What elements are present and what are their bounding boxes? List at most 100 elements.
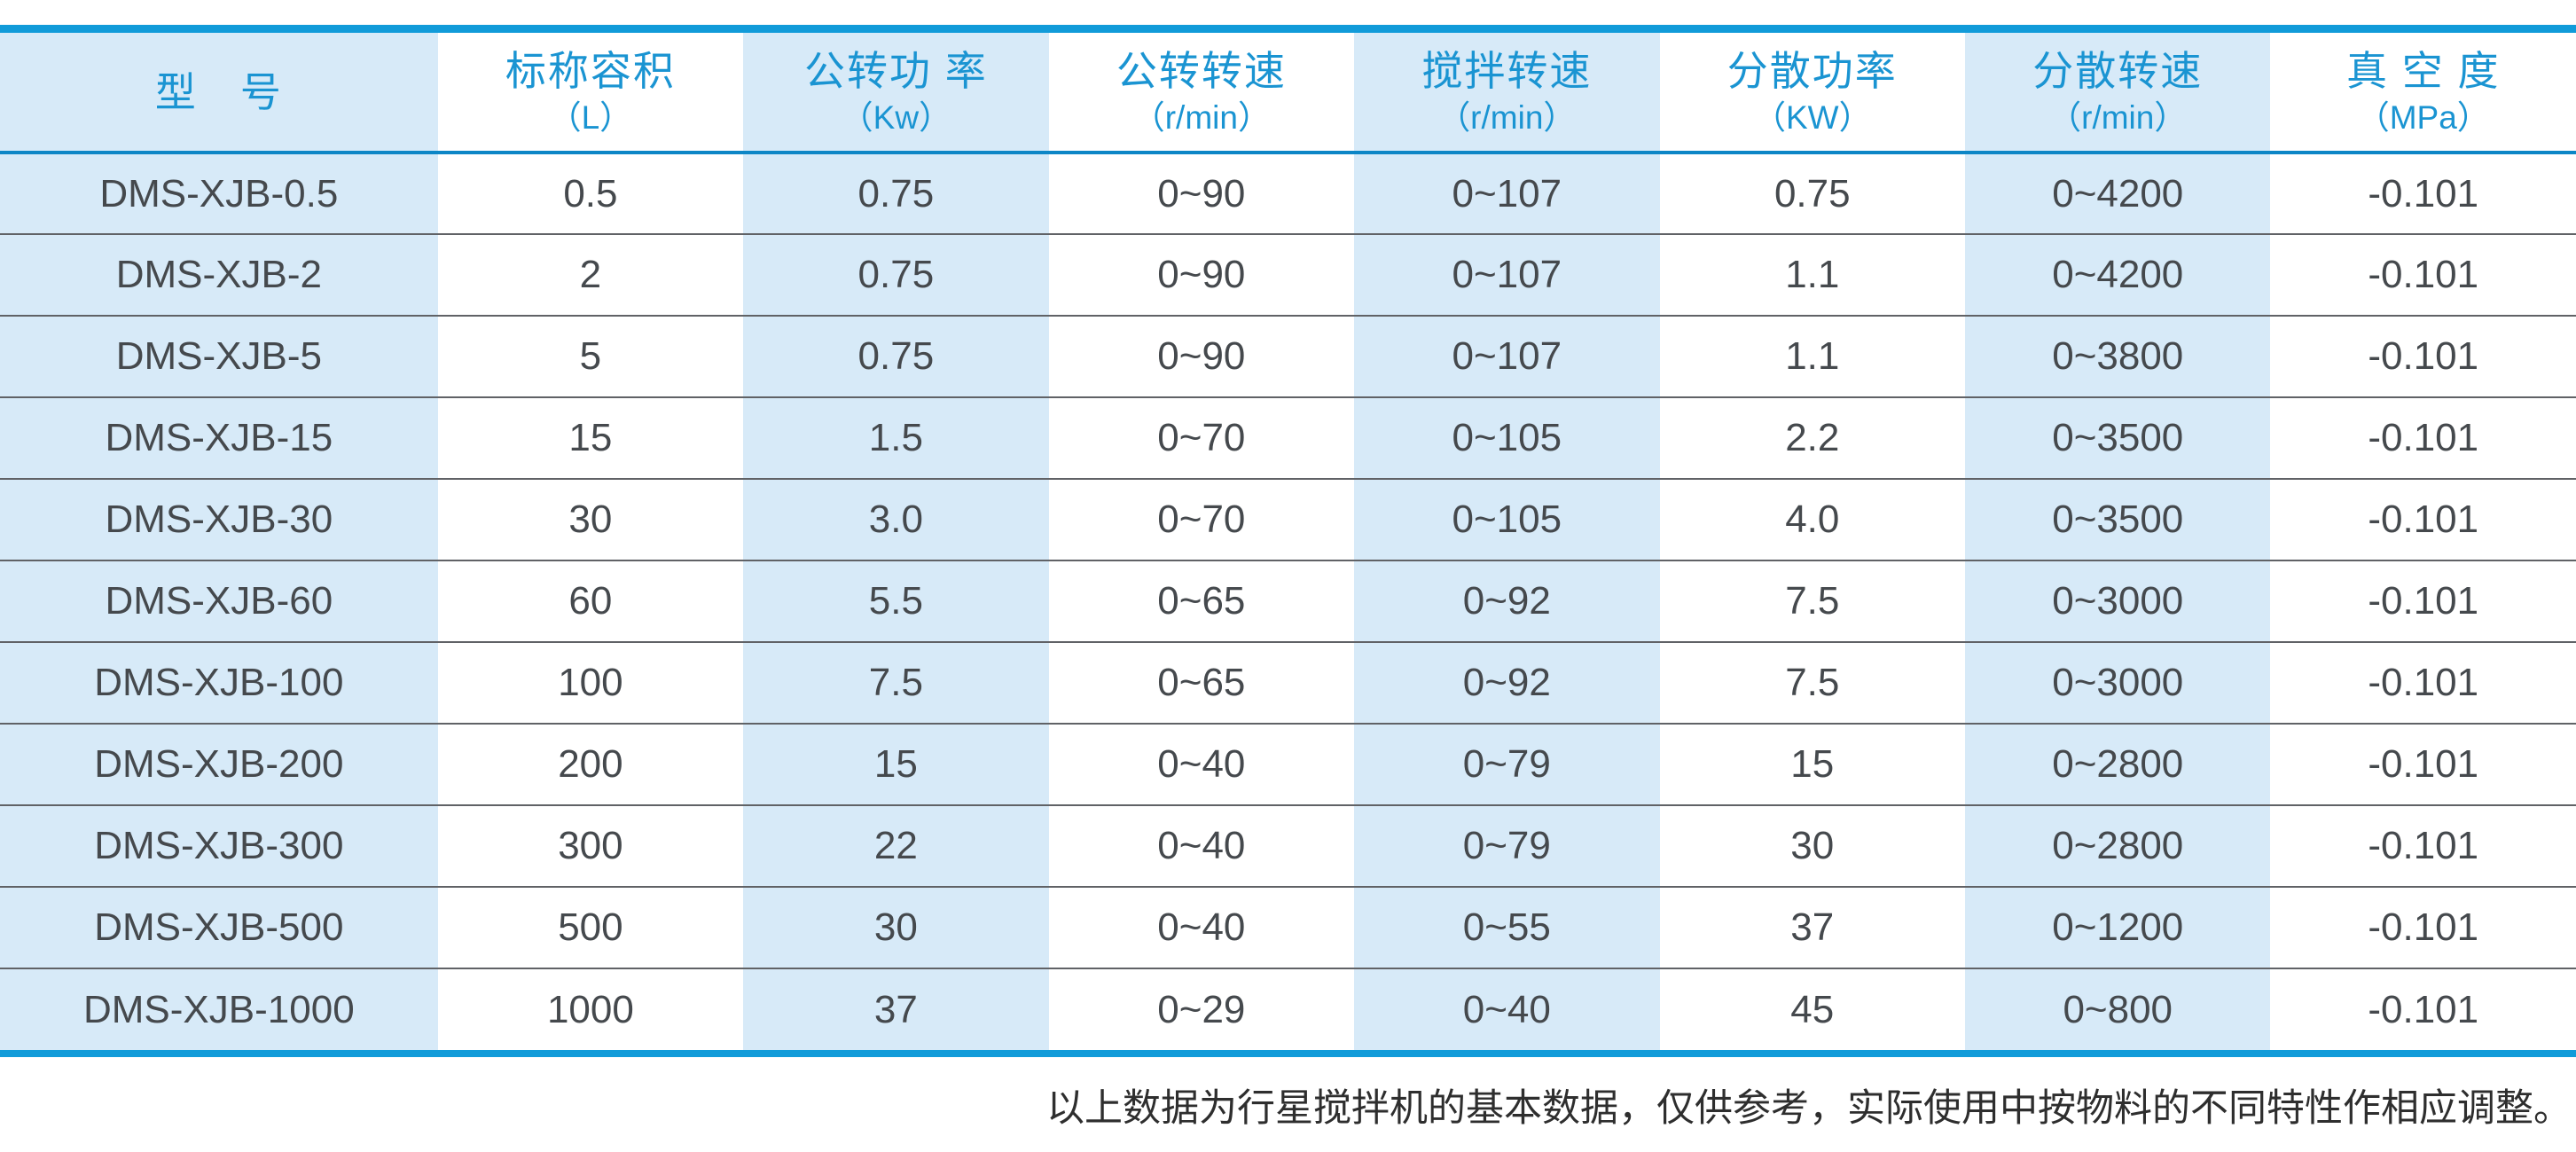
table-row: DMS-XJB-300 300 22 0~40 0~79 30 0~2800 -0.101 xyxy=(0,804,2576,887)
column-unit: （MPa） xyxy=(2356,98,2490,136)
value-cell: 30 xyxy=(437,478,744,560)
value-cell: -0.101 xyxy=(2270,478,2576,560)
value-cell: 0.75 xyxy=(1659,153,1966,234)
column-header-model: 型 号 xyxy=(0,33,438,154)
table-row: DMS-XJB-1000 1000 37 0~29 0~40 45 0~800 -0.101 xyxy=(0,968,2576,1050)
column-title: 真 空 度 xyxy=(2345,47,2501,94)
table-row: DMS-XJB-0.5 0.5 0.75 0~90 0~107 0.75 0~4200 -0.… xyxy=(0,153,2576,234)
value-cell: 45 xyxy=(1659,968,1966,1050)
table-row: DMS-XJB-2 2 0.75 0~90 0~107 1.1 0~4200 -0.101 xyxy=(0,233,2576,316)
table-bottom-border xyxy=(0,1050,2576,1057)
column-unit: （r/min） xyxy=(1131,98,1271,136)
model-cell: DMS-XJB-2 xyxy=(0,233,438,316)
table-top-border xyxy=(0,25,2576,33)
value-cell: 0~65 xyxy=(1048,641,1355,724)
column-unit: （KW） xyxy=(1752,98,1872,136)
value-cell: -0.101 xyxy=(2270,396,2576,479)
column-header-disperse-power: 分散功率 （KW） xyxy=(1659,33,1966,154)
value-cell: 0~29 xyxy=(1048,968,1355,1050)
value-cell: 0~55 xyxy=(1354,886,1660,968)
column-header-revolution-speed: 公转转速 （r/min） xyxy=(1048,33,1355,154)
value-cell: -0.101 xyxy=(2270,233,2576,316)
value-cell: 7.5 xyxy=(1659,641,1966,724)
table-row: DMS-XJB-30 30 3.0 0~70 0~105 4.0 0~3500 -0.101 xyxy=(0,478,2576,560)
column-unit: （Kw） xyxy=(840,98,952,136)
column-title: 公转功 率 xyxy=(803,47,988,94)
value-cell: -0.101 xyxy=(2270,153,2576,234)
column-title: 标称容积 xyxy=(505,47,676,94)
model-cell: DMS-XJB-500 xyxy=(0,886,438,968)
table-header: 型 号 标称容积 （L） 公转功 率 （Kw） 公转转速 （r/min） 搅拌转速 （r/min… xyxy=(0,33,2576,154)
value-cell: 0~107 xyxy=(1354,233,1660,316)
value-cell: 0~4200 xyxy=(1965,233,2271,316)
value-cell: 30 xyxy=(1659,804,1966,887)
value-cell: 0~4200 xyxy=(1965,153,2271,234)
value-cell: 0.75 xyxy=(743,315,1049,397)
value-cell: 0~92 xyxy=(1354,641,1660,724)
column-title: 分散功率 xyxy=(1726,47,1898,94)
model-cell: DMS-XJB-60 xyxy=(0,560,438,642)
value-cell: 0~3000 xyxy=(1965,560,2271,642)
value-cell: -0.101 xyxy=(2270,968,2576,1050)
value-cell: -0.101 xyxy=(2270,804,2576,887)
table-row: DMS-XJB-15 15 1.5 0~70 0~105 2.2 0~3500 -0.101 xyxy=(0,396,2576,479)
model-cell: DMS-XJB-300 xyxy=(0,804,438,887)
column-title: 分散转速 xyxy=(2032,47,2204,94)
header-row: 型 号 标称容积 （L） 公转功 率 （Kw） 公转转速 （r/min） 搅拌转速 （r/min… xyxy=(0,33,2576,154)
value-cell: 300 xyxy=(437,804,744,887)
value-cell: 0~1200 xyxy=(1965,886,2271,968)
value-cell: 0~70 xyxy=(1048,478,1355,560)
value-cell: 0~90 xyxy=(1048,233,1355,316)
value-cell: 0~3000 xyxy=(1965,641,2271,724)
value-cell: 5 xyxy=(437,315,744,397)
table-row: DMS-XJB-100 100 7.5 0~65 0~92 7.5 0~3000 -0.101 xyxy=(0,641,2576,724)
value-cell: 0~105 xyxy=(1354,478,1660,560)
value-cell: 0~107 xyxy=(1354,315,1660,397)
value-cell: 1.1 xyxy=(1659,315,1966,397)
value-cell: 0~40 xyxy=(1048,723,1355,805)
value-cell: 37 xyxy=(743,968,1049,1050)
model-cell: DMS-XJB-5 xyxy=(0,315,438,397)
value-cell: -0.101 xyxy=(2270,886,2576,968)
value-cell: 15 xyxy=(437,396,744,479)
model-cell: DMS-XJB-30 xyxy=(0,478,438,560)
value-cell: 100 xyxy=(437,641,744,724)
column-unit: （r/min） xyxy=(2048,98,2188,136)
value-cell: 0~3500 xyxy=(1965,478,2271,560)
value-cell: -0.101 xyxy=(2270,560,2576,642)
value-cell: 7.5 xyxy=(743,641,1049,724)
value-cell: 60 xyxy=(437,560,744,642)
value-cell: 0~2800 xyxy=(1965,723,2271,805)
value-cell: 15 xyxy=(743,723,1049,805)
model-cell: DMS-XJB-200 xyxy=(0,723,438,805)
value-cell: 1.1 xyxy=(1659,233,1966,316)
value-cell: 0~79 xyxy=(1354,804,1660,887)
value-cell: 0~40 xyxy=(1048,886,1355,968)
value-cell: 0~79 xyxy=(1354,723,1660,805)
column-unit: （r/min） xyxy=(1437,98,1577,136)
value-cell: 5.5 xyxy=(743,560,1049,642)
value-cell: -0.101 xyxy=(2270,641,2576,724)
value-cell: 30 xyxy=(743,886,1049,968)
value-cell: 0.75 xyxy=(743,153,1049,234)
column-header-nominal-volume: 标称容积 （L） xyxy=(437,33,744,154)
value-cell: -0.101 xyxy=(2270,723,2576,805)
value-cell: 0~90 xyxy=(1048,153,1355,234)
value-cell: 22 xyxy=(743,804,1049,887)
column-title: 公转转速 xyxy=(1116,47,1287,94)
column-unit: （L） xyxy=(548,98,633,136)
value-cell: 0~107 xyxy=(1354,153,1660,234)
value-cell: 0~3500 xyxy=(1965,396,2271,479)
column-header-stir-speed: 搅拌转速 （r/min） xyxy=(1354,33,1660,154)
value-cell: 0.5 xyxy=(437,153,744,234)
column-header-vacuum-degree: 真 空 度 （MPa） xyxy=(2270,33,2576,154)
value-cell: 0.75 xyxy=(743,233,1049,316)
value-cell: 0~65 xyxy=(1048,560,1355,642)
table-row: DMS-XJB-200 200 15 0~40 0~79 15 0~2800 -0.101 xyxy=(0,723,2576,805)
table-row: DMS-XJB-500 500 30 0~40 0~55 37 0~1200 -0.101 xyxy=(0,886,2576,968)
table-row: DMS-XJB-60 60 5.5 0~65 0~92 7.5 0~3000 -0.101 xyxy=(0,560,2576,642)
value-cell: 0~800 xyxy=(1965,968,2271,1050)
model-cell: DMS-XJB-15 xyxy=(0,396,438,479)
value-cell: 37 xyxy=(1659,886,1966,968)
column-header-revolution-power: 公转功 率 （Kw） xyxy=(743,33,1049,154)
